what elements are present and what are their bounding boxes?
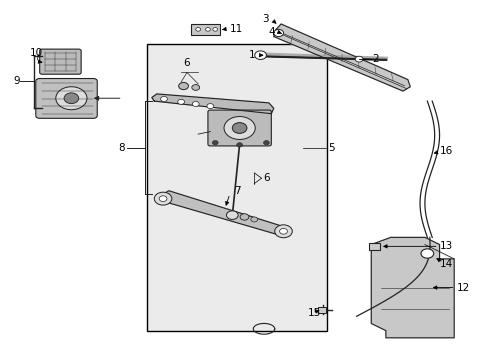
Text: 4: 4 <box>267 27 274 37</box>
Text: 2: 2 <box>371 54 378 64</box>
Circle shape <box>212 28 217 31</box>
Circle shape <box>226 211 238 220</box>
Circle shape <box>263 140 269 145</box>
Text: 12: 12 <box>456 283 469 293</box>
Bar <box>190 24 220 35</box>
Circle shape <box>205 28 210 31</box>
Polygon shape <box>159 191 288 235</box>
Text: 16: 16 <box>439 146 452 156</box>
Circle shape <box>420 249 433 258</box>
FancyBboxPatch shape <box>40 49 81 74</box>
Circle shape <box>273 30 283 37</box>
Text: 7: 7 <box>233 186 240 196</box>
FancyBboxPatch shape <box>36 78 97 118</box>
Bar <box>147 44 327 330</box>
Circle shape <box>160 96 167 102</box>
Circle shape <box>192 102 199 107</box>
Circle shape <box>212 140 218 145</box>
Circle shape <box>56 87 87 110</box>
Bar <box>317 307 326 313</box>
Circle shape <box>191 85 199 90</box>
Circle shape <box>240 214 248 220</box>
Circle shape <box>279 228 287 234</box>
Circle shape <box>206 104 213 109</box>
Polygon shape <box>273 24 409 91</box>
Circle shape <box>232 123 246 134</box>
Text: 15: 15 <box>307 309 321 318</box>
Text: 6: 6 <box>263 173 269 183</box>
Circle shape <box>224 117 255 139</box>
Text: 10: 10 <box>30 48 43 58</box>
Bar <box>368 243 379 250</box>
Text: 5: 5 <box>328 143 334 153</box>
Circle shape <box>354 56 362 62</box>
Text: 1: 1 <box>248 50 255 60</box>
Circle shape <box>254 51 266 59</box>
Circle shape <box>64 93 79 104</box>
FancyBboxPatch shape <box>207 110 271 146</box>
Text: 14: 14 <box>439 259 452 269</box>
Polygon shape <box>152 94 273 114</box>
Circle shape <box>250 217 257 222</box>
Circle shape <box>274 225 292 238</box>
Circle shape <box>159 196 166 202</box>
Circle shape <box>236 143 242 147</box>
Circle shape <box>154 192 171 205</box>
Text: 8: 8 <box>118 143 125 153</box>
Circle shape <box>178 82 188 90</box>
Text: 11: 11 <box>229 24 243 34</box>
Text: 9: 9 <box>13 76 20 86</box>
Text: 13: 13 <box>439 241 452 251</box>
Polygon shape <box>370 237 453 338</box>
Text: 6: 6 <box>183 58 190 68</box>
Circle shape <box>177 99 184 104</box>
Text: 3: 3 <box>262 14 268 24</box>
Circle shape <box>195 28 200 31</box>
